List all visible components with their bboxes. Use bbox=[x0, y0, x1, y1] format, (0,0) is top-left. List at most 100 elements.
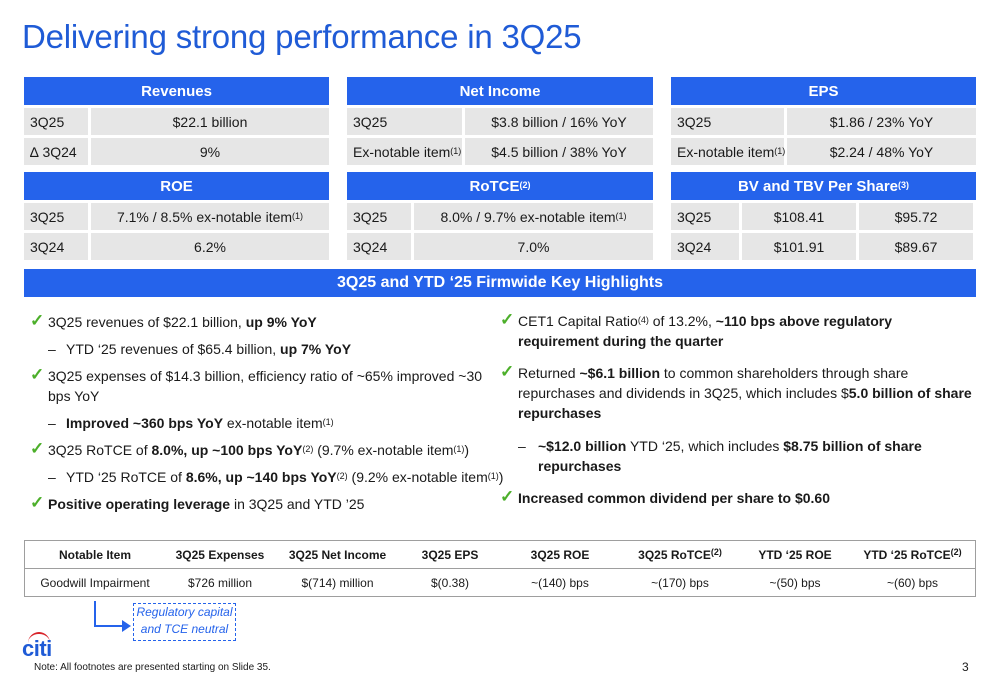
rotce-header-label: RoTCE bbox=[469, 177, 520, 195]
net-income-r2-label-cell: Ex-notable item (1) bbox=[347, 138, 462, 165]
text: Returned bbox=[518, 365, 580, 381]
tbv-r1-value: $95.72 bbox=[859, 203, 973, 230]
bv-tbv-box: BV and TBV Per Share (3) 3Q25 $108.41 $95… bbox=[671, 172, 976, 260]
arrow-right-icon bbox=[122, 620, 131, 632]
eps-box: EPS 3Q25 $1.86 / 23% YoY Ex-notable item… bbox=[671, 77, 976, 165]
table-cell: $726 million bbox=[187, 575, 253, 590]
text: in 3Q25 and YTD ’25 bbox=[230, 496, 365, 512]
footnote-ref: (1) bbox=[322, 417, 334, 427]
text-bold: 5.0 billion of share repurchases bbox=[518, 385, 972, 421]
footnote-ref: (4) bbox=[637, 315, 649, 325]
text-bold: up 9% YoY bbox=[245, 314, 317, 330]
bv-r2-value: $101.91 bbox=[742, 233, 856, 260]
callout-line: and TCE neutral bbox=[140, 622, 229, 636]
table-cell: ~(60) bps bbox=[886, 575, 939, 590]
highlight-left-4: ✓ Positive operating leverage in 3Q25 an… bbox=[30, 493, 508, 514]
text: 3Q25 expenses of $14.3 billion, efficien… bbox=[48, 368, 483, 404]
rotce-r2-label: 3Q24 bbox=[347, 233, 411, 260]
eps-r1-label: 3Q25 bbox=[671, 108, 784, 135]
footnote-ref: (1) bbox=[292, 210, 304, 221]
roe-r2-label: 3Q24 bbox=[24, 233, 88, 260]
page-number: 3 bbox=[962, 660, 969, 674]
footnote-ref: (2) bbox=[710, 546, 722, 557]
text: YTD ‘25 revenues of $65.4 billion, bbox=[66, 341, 281, 357]
highlights-header: 3Q25 and YTD ‘25 Firmwide Key Highlights bbox=[24, 269, 976, 297]
net-income-header: Net Income bbox=[347, 77, 653, 105]
text: 3Q25 revenues of $22.1 billion, bbox=[48, 314, 246, 330]
text: 3Q25 RoTCE of bbox=[48, 442, 152, 458]
table-header: YTD ‘25 RoTCE bbox=[863, 547, 951, 562]
check-icon: ✓ bbox=[500, 362, 515, 381]
rotce-r1-label: 3Q25 bbox=[347, 203, 411, 230]
rotce-r1-value-cell: 8.0% / 9.7% ex-notable item (1) bbox=[414, 203, 653, 230]
table-cell: ~(50) bps bbox=[769, 575, 821, 590]
text-bold: Increased common dividend per share to $… bbox=[518, 490, 830, 506]
table-header: 3Q25 Net Income bbox=[275, 540, 400, 569]
dash-icon: – bbox=[48, 469, 56, 485]
highlight-left-2-sub: – Improved ~360 bps YoY ex-notable item(… bbox=[48, 413, 506, 433]
footnote-ref: (1) bbox=[615, 210, 627, 221]
text: ) bbox=[464, 442, 470, 458]
roe-r1-label: 3Q25 bbox=[24, 203, 88, 230]
footnote: Note: All footnotes are presented starti… bbox=[34, 662, 271, 673]
text-bold: Positive operating leverage bbox=[48, 496, 231, 512]
text-bold: $8.75 billion of share repurchases bbox=[538, 438, 922, 474]
eps-r2-label: Ex-notable item bbox=[677, 143, 775, 160]
net-income-box: Net Income 3Q25 $3.8 billion / 16% YoY E… bbox=[347, 77, 653, 165]
revenues-r1-label: 3Q25 bbox=[24, 108, 88, 135]
highlight-left-3-sub: – YTD ‘25 RoTCE of 8.6%, up ~140 bps YoY… bbox=[48, 467, 506, 487]
notable-item-table: Notable Item 3Q25 Expenses 3Q25 Net Inco… bbox=[24, 540, 976, 597]
highlight-left-3: ✓ 3Q25 RoTCE of 8.0%, up ~100 bps YoY(2)… bbox=[30, 439, 508, 460]
tbv-r2-value: $89.67 bbox=[859, 233, 973, 260]
callout-line: Regulatory capital bbox=[136, 605, 233, 619]
net-income-r1-value: $3.8 billion / 16% YoY bbox=[465, 108, 653, 135]
text: ) bbox=[498, 469, 504, 485]
footnote-ref: (1) bbox=[450, 145, 462, 156]
eps-header: EPS bbox=[671, 77, 976, 105]
bv-r1-value: $108.41 bbox=[742, 203, 856, 230]
page-title: Delivering strong performance in 3Q25 bbox=[22, 18, 582, 55]
net-income-r1-label: 3Q25 bbox=[347, 108, 462, 135]
roe-r2-value: 6.2% bbox=[91, 233, 329, 260]
rotce-r1-value: 8.0% / 9.7% ex-notable item bbox=[440, 208, 616, 225]
revenues-header: Revenues bbox=[24, 77, 329, 105]
table-row: Goodwill Impairment $726 million $(714) … bbox=[25, 569, 976, 597]
rotce-r2-value: 7.0% bbox=[414, 233, 653, 260]
table-header-row: Notable Item 3Q25 Expenses 3Q25 Net Inco… bbox=[24, 540, 976, 569]
footnote-ref: (1) bbox=[453, 444, 465, 454]
highlight-right-2-sub: – ~$12.0 billion YTD ‘25, which includes… bbox=[518, 436, 978, 476]
check-icon: ✓ bbox=[30, 439, 45, 458]
check-icon: ✓ bbox=[500, 487, 515, 506]
text: ex-notable item bbox=[223, 415, 323, 431]
highlight-left-2: ✓ 3Q25 expenses of $14.3 billion, effici… bbox=[30, 365, 504, 406]
table-cell: $(714) million bbox=[301, 575, 374, 590]
roe-r1-value: 7.1% / 8.5% ex-notable item bbox=[116, 208, 293, 225]
table-header: 3Q25 ROE bbox=[500, 540, 620, 569]
text: CET1 Capital Ratio bbox=[518, 313, 638, 329]
callout-arrow-line bbox=[94, 601, 96, 627]
footnote-ref: (1) bbox=[774, 145, 786, 156]
rotce-header: RoTCE (2) bbox=[347, 172, 653, 200]
check-icon: ✓ bbox=[30, 365, 45, 384]
check-icon: ✓ bbox=[30, 311, 45, 330]
text-bold: up 7% YoY bbox=[280, 341, 352, 357]
table-header-cell: 3Q25 RoTCE(2) bbox=[620, 540, 740, 569]
text: (9.2% ex-notable item bbox=[347, 469, 488, 485]
eps-r1-value: $1.86 / 23% YoY bbox=[787, 108, 976, 135]
roe-r1-value-cell: 7.1% / 8.5% ex-notable item (1) bbox=[91, 203, 329, 230]
text-bold: ~$6.1 billion bbox=[579, 365, 661, 381]
text: to common shareholders through share rep… bbox=[518, 365, 909, 401]
dash-icon: – bbox=[518, 438, 526, 454]
text-bold: Improved ~360 bps YoY bbox=[66, 415, 224, 431]
table-cell: Goodwill Impairment bbox=[40, 575, 150, 590]
net-income-r2-value: $4.5 billion / 38% YoY bbox=[465, 138, 653, 165]
revenues-r2-label: ∆ 3Q24 bbox=[24, 138, 88, 165]
dash-icon: – bbox=[48, 341, 56, 357]
bv-r2-label: 3Q24 bbox=[671, 233, 739, 260]
text: (9.7% ex-notable item bbox=[313, 442, 454, 458]
eps-r2-label-cell: Ex-notable item (1) bbox=[671, 138, 786, 165]
highlight-right-3: ✓ Increased common dividend per share to… bbox=[500, 487, 976, 508]
text-bold: ~110 bps above regulatory requirement du… bbox=[518, 313, 893, 349]
text: YTD ‘25 RoTCE of bbox=[66, 469, 186, 485]
text-bold: 8.6%, up ~140 bps YoY bbox=[185, 469, 337, 485]
